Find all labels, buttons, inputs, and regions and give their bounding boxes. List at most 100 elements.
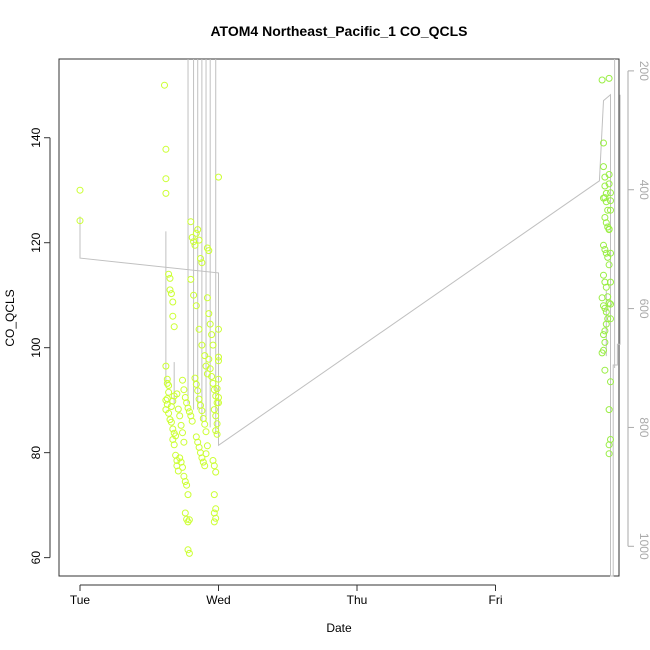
data-point: [184, 491, 192, 499]
data-point: [195, 395, 203, 403]
data-point: [203, 294, 211, 302]
data-point: [210, 518, 218, 526]
data-point: [169, 425, 177, 433]
data-point: [185, 549, 193, 557]
data-point: [602, 320, 610, 328]
data-point: [187, 275, 195, 283]
data-point: [607, 206, 614, 214]
data-point: [180, 472, 188, 480]
data-point: [601, 304, 609, 312]
data-point: [199, 458, 207, 466]
data-point: [605, 299, 613, 307]
data-point: [604, 206, 612, 214]
data-point: [183, 481, 191, 489]
y-right-tick-label: 1000: [637, 533, 650, 560]
data-point: [183, 399, 191, 407]
data-point: [185, 516, 193, 524]
data-point: [162, 189, 170, 197]
data-point: [210, 491, 218, 499]
x-tick-label: Fri: [489, 593, 503, 607]
data-point: [598, 349, 606, 357]
y-right-tick-label: 400: [637, 180, 650, 200]
data-point: [195, 325, 203, 333]
data-point: [166, 274, 174, 282]
x-axis-label: Date: [326, 621, 352, 635]
data-point: [602, 308, 610, 316]
data-point: [605, 74, 613, 82]
data-point: [601, 246, 609, 253]
data-point: [188, 234, 196, 241]
data-point: [181, 509, 189, 517]
data-point: [215, 357, 222, 365]
x-tick-label: Thu: [347, 593, 368, 607]
data-point: [179, 376, 186, 384]
data-point: [605, 226, 613, 234]
data-point: [600, 331, 607, 339]
data-point: [212, 412, 220, 420]
data-point: [176, 412, 184, 420]
data-point: [602, 283, 610, 291]
data-point: [197, 255, 204, 262]
data-point: [198, 407, 206, 415]
y-left-tick-label: 120: [29, 232, 43, 252]
data-point: [208, 373, 216, 380]
data-point: [179, 429, 186, 437]
data-point: [161, 81, 168, 89]
data-point: [605, 180, 613, 188]
data-point: [192, 229, 200, 237]
data-point: [602, 249, 610, 257]
data-point: [162, 175, 170, 183]
data-point: [212, 505, 220, 513]
data-point: [198, 259, 206, 267]
data-point: [205, 247, 213, 255]
data-point: [213, 385, 221, 393]
y-axis-left: 60 80 100 120 140: [29, 127, 51, 565]
data-point: [209, 341, 217, 349]
data-point: [169, 397, 177, 405]
data-point: [215, 399, 222, 407]
data-point: [162, 145, 170, 153]
data-point: [191, 374, 199, 382]
data-point: [209, 379, 217, 387]
data-point: [215, 394, 222, 401]
data-point: [169, 312, 177, 320]
y-left-tick-label: 60: [29, 551, 43, 565]
data-point: [600, 163, 607, 171]
data-point: [198, 341, 206, 349]
data-point: [202, 450, 210, 458]
y-left-tick-label: 140: [29, 127, 43, 147]
data-point: [607, 189, 614, 197]
data-point: [184, 404, 192, 412]
data-point: [163, 375, 171, 383]
data-point: [192, 380, 200, 388]
data-point: [598, 294, 606, 302]
data-point: [162, 362, 170, 370]
data-point: [165, 409, 173, 417]
data-point: [194, 438, 202, 446]
data-point: [185, 408, 193, 416]
chart-title: ATOM4 Northeast_Pacific_1 CO_QCLS: [210, 23, 467, 39]
x-axis: Tue Wed Thu Fri: [70, 584, 503, 607]
profile-line: [79, 93, 621, 577]
data-point: [605, 450, 613, 458]
data-point: [208, 331, 216, 339]
data-point: [165, 388, 173, 396]
data-point: [607, 378, 614, 386]
data-point: [165, 382, 173, 389]
data-point: [205, 310, 213, 318]
data-point: [604, 293, 612, 301]
data-point: [191, 241, 199, 249]
data-point: [187, 218, 195, 226]
data-point: [605, 171, 613, 178]
x-tick-label: Tue: [70, 593, 91, 607]
data-point: [607, 300, 614, 308]
data-point: [601, 182, 609, 190]
data-point: [179, 463, 186, 471]
data-point: [167, 418, 175, 426]
data-point: [205, 355, 213, 363]
data-point: [607, 436, 614, 443]
data-point: [180, 386, 188, 394]
data-point: [76, 186, 84, 194]
data-point: [601, 338, 609, 346]
data-point: [213, 430, 221, 438]
